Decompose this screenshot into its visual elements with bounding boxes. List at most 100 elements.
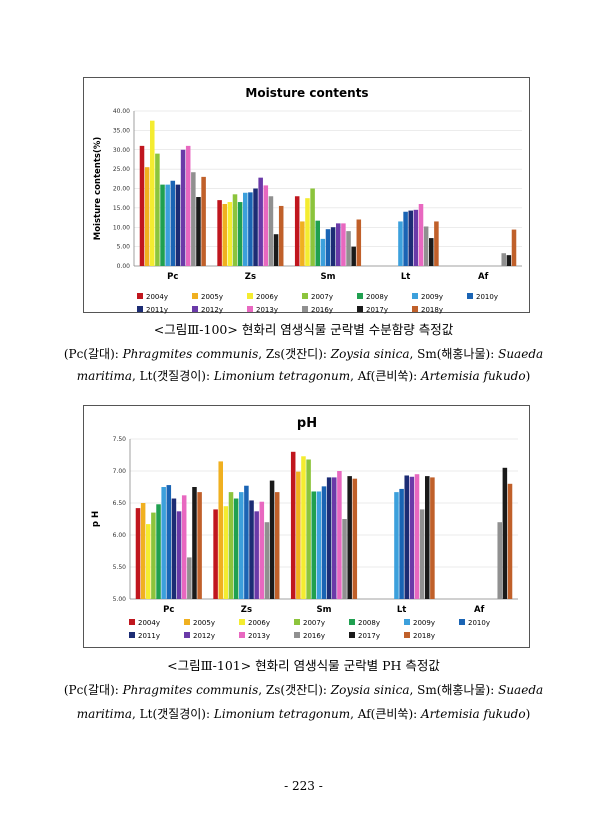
figure-caption-moisture: <그림Ⅲ-100> 현화리 염생식물 군락별 수분함량 측정값 (153, 322, 454, 337)
legend-label-2013y: 2013y (256, 306, 278, 314)
bar-Sm-2012y (336, 223, 341, 266)
bar-Zs-2009y (238, 492, 244, 599)
x-tick-label: Lt (401, 272, 410, 282)
bar-Pc-2008y (160, 184, 165, 266)
bar-Lt-2013y (418, 204, 424, 266)
bar-Zs-2010y (244, 485, 249, 599)
y-tick-label: 20.00 (113, 186, 130, 193)
bar-Pc-2012y (176, 511, 182, 599)
bar-Pc-2006y (145, 524, 151, 599)
bar-Pc-2009y (165, 184, 170, 266)
legend-label-2005y: 2005y (193, 619, 215, 627)
bar-Lt-2011y (408, 210, 414, 266)
bar-Af-2017y (502, 467, 508, 599)
legend-swatch-2009y (404, 619, 410, 625)
bar-Pc-2011y (171, 498, 177, 599)
bar-Sm-2004y (294, 196, 300, 266)
species-line-2-ph: maritima, Lt(갯질경이): Limonium tetragonum,… (76, 707, 531, 721)
legend-swatch-2018y (412, 306, 418, 312)
bar-Sm-2006y (301, 456, 306, 599)
bar-Sm-2016y (346, 231, 351, 266)
bar-Zs-2007y (232, 194, 238, 266)
bar-Pc-2016y (191, 172, 196, 266)
bar-Pc-2013y (181, 495, 187, 599)
moisture-chart: Moisture contents 0.00 5.00 10.00 15.00 20.00… (93, 86, 522, 314)
legend-label-2006y: 2006y (256, 293, 278, 301)
bar-Lt-2009y (394, 492, 399, 599)
legend-label-2012y: 2012y (201, 306, 223, 314)
bar-Zs-2004y (217, 200, 222, 266)
bar-Af-2016y (497, 522, 503, 599)
bar-Af-2018y (507, 483, 513, 599)
legend-swatch-2013y (239, 632, 245, 638)
chart-title: Moisture contents (245, 86, 368, 100)
bar-Zs-2009y (242, 192, 248, 266)
bar-Lt-2010y (403, 211, 408, 266)
bar-Pc-2008y (156, 504, 161, 599)
legend-swatch-2004y (129, 619, 135, 625)
legend-swatch-2011y (137, 306, 143, 312)
bar-Lt-2016y (423, 226, 429, 266)
y-tick-label: 10.00 (113, 224, 130, 231)
legend-label-2010y: 2010y (476, 293, 498, 301)
legend-label-2005y: 2005y (201, 293, 223, 301)
bar-Zs-2006y (227, 202, 233, 266)
bar-Sm-2018y (352, 478, 358, 599)
y-tick-label: 7.50 (113, 436, 127, 443)
legend-label-2007y: 2007y (303, 619, 325, 627)
y-tick-label: 15.00 (113, 205, 130, 212)
legend-swatch-2017y (357, 306, 363, 312)
bar-Af-2018y (511, 229, 517, 266)
legend-swatch-2012y (192, 306, 198, 312)
x-tick-label: Zs (241, 605, 252, 615)
species-line-1-ph: (Pc(갈대): Phragmites communis, Zs(갯잔디): Z… (63, 683, 544, 697)
bar-Sm-2016y (342, 519, 347, 599)
bar-Pc-2017y (196, 197, 201, 266)
bar-Pc-2018y (201, 176, 206, 266)
bar-Pc-2005y (140, 503, 146, 599)
bar-Sm-2011y (326, 477, 332, 599)
bar-Zs-2008y (237, 202, 243, 266)
bar-Sm-2017y (347, 476, 352, 599)
bar-Zs-2017y (273, 234, 279, 266)
bar-Pc-2010y (166, 485, 172, 599)
bar-Pc-2013y (185, 145, 191, 266)
bar-Pc-2004y (135, 508, 141, 599)
figure-caption-ph: <그림Ⅲ-101> 현화리 염생식물 군락별 PH 측정값 (167, 658, 440, 673)
legend-swatch-2011y (129, 632, 135, 638)
bar-Pc-2010y (170, 180, 176, 266)
ph-chart-frame: pH 5.00 5.50 6.00 6.50 7.00 7.50 p H Pc Zs Sm Lt Af 2… (83, 405, 530, 648)
bar-Zs-2013y (259, 501, 265, 599)
bar-Sm-2004y (290, 451, 296, 599)
bar-Lt-2018y (434, 221, 439, 266)
x-tick-label: Af (474, 605, 485, 615)
bar-Lt-2017y (425, 476, 430, 599)
bar-Zs-2005y (222, 204, 227, 266)
bar-Zs-2016y (264, 522, 270, 599)
bar-Sm-2008y (311, 491, 316, 599)
x-tick-label: Lt (397, 605, 406, 615)
bar-Sm-2013y (341, 223, 346, 266)
bar-Sm-2018y (356, 219, 362, 266)
legend-label-2018y: 2018y (413, 632, 435, 640)
bar-Zs-2006y (223, 506, 229, 599)
y-tick-label: 6.00 (113, 532, 127, 539)
legend-swatch-2004y (137, 293, 143, 299)
bar-Zs-2012y (254, 511, 259, 599)
legend-swatch-2006y (239, 619, 245, 625)
legend-swatch-2013y (247, 306, 253, 312)
bar-Zs-2011y (249, 500, 254, 599)
x-tick-label: Pc (163, 605, 174, 615)
y-tick-label: 5.00 (117, 244, 131, 251)
legend-swatch-2005y (184, 619, 190, 625)
bar-Pc-2018y (197, 492, 202, 599)
legend-swatch-2010y (459, 619, 465, 625)
x-tick-label: Pc (167, 272, 178, 282)
bar-Pc-2005y (144, 167, 150, 266)
bar-Zs-2016y (268, 196, 274, 266)
bar-Zs-2004y (213, 509, 218, 599)
y-tick-label: 6.50 (113, 500, 127, 507)
legend-swatch-2017y (349, 632, 355, 638)
bar-Lt-2011y (404, 475, 410, 599)
bar-Sm-2007y (306, 459, 311, 599)
